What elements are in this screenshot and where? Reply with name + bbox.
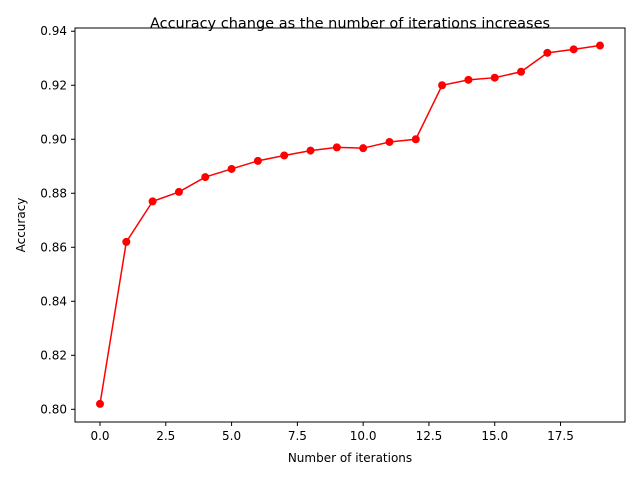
y-tick-label: 0.92 (40, 78, 67, 92)
data-point (490, 73, 499, 82)
x-tick-label: 5.0 (222, 429, 241, 443)
data-point (227, 164, 236, 173)
x-tick-label: 2.5 (156, 429, 175, 443)
x-tick-label: 12.5 (416, 429, 443, 443)
y-axis-title: Accuracy (14, 198, 28, 253)
data-point (596, 41, 604, 50)
x-axis: 0.0 2.5 5.0 7.5 10.0 12.5 15.0 17.5 (90, 422, 574, 443)
data-point (438, 81, 447, 90)
x-tick-label: 10.0 (350, 429, 377, 443)
x-tick-label: 0.0 (90, 429, 109, 443)
data-point (201, 173, 210, 182)
data-point (148, 197, 157, 206)
y-tick-label: 0.80 (40, 402, 67, 416)
x-tick-label: 15.0 (481, 429, 508, 443)
data-point (280, 151, 289, 160)
data-point (569, 45, 578, 54)
x-axis-title: Number of iterations (288, 451, 412, 465)
y-tick-label: 0.94 (40, 24, 67, 38)
plot-frame (74, 27, 626, 423)
data-point (96, 399, 104, 408)
data-point (253, 156, 262, 165)
data-point (306, 146, 315, 155)
y-axis: 0.80 0.82 0.84 0.86 0.88 0.90 0.92 0.94 (40, 24, 75, 416)
data-point (411, 135, 420, 144)
chart-title: Accuracy change as the number of iterati… (150, 16, 550, 32)
y-tick-label: 0.88 (40, 186, 67, 200)
data-point (517, 67, 526, 76)
y-tick-label: 0.90 (40, 132, 67, 146)
data-point (359, 144, 368, 153)
y-tick-label: 0.82 (40, 348, 67, 362)
x-tick-label: 7.5 (288, 429, 307, 443)
series-line (99, 44, 601, 405)
y-tick-label: 0.86 (40, 240, 67, 254)
y-tick-label: 0.84 (40, 294, 67, 308)
data-point (385, 137, 394, 146)
x-tick-label: 17.5 (547, 429, 574, 443)
data-point (122, 237, 131, 246)
data-point (332, 143, 341, 152)
plot-area (96, 41, 604, 408)
data-point (464, 75, 473, 84)
data-point (543, 48, 552, 57)
data-point (174, 187, 183, 196)
